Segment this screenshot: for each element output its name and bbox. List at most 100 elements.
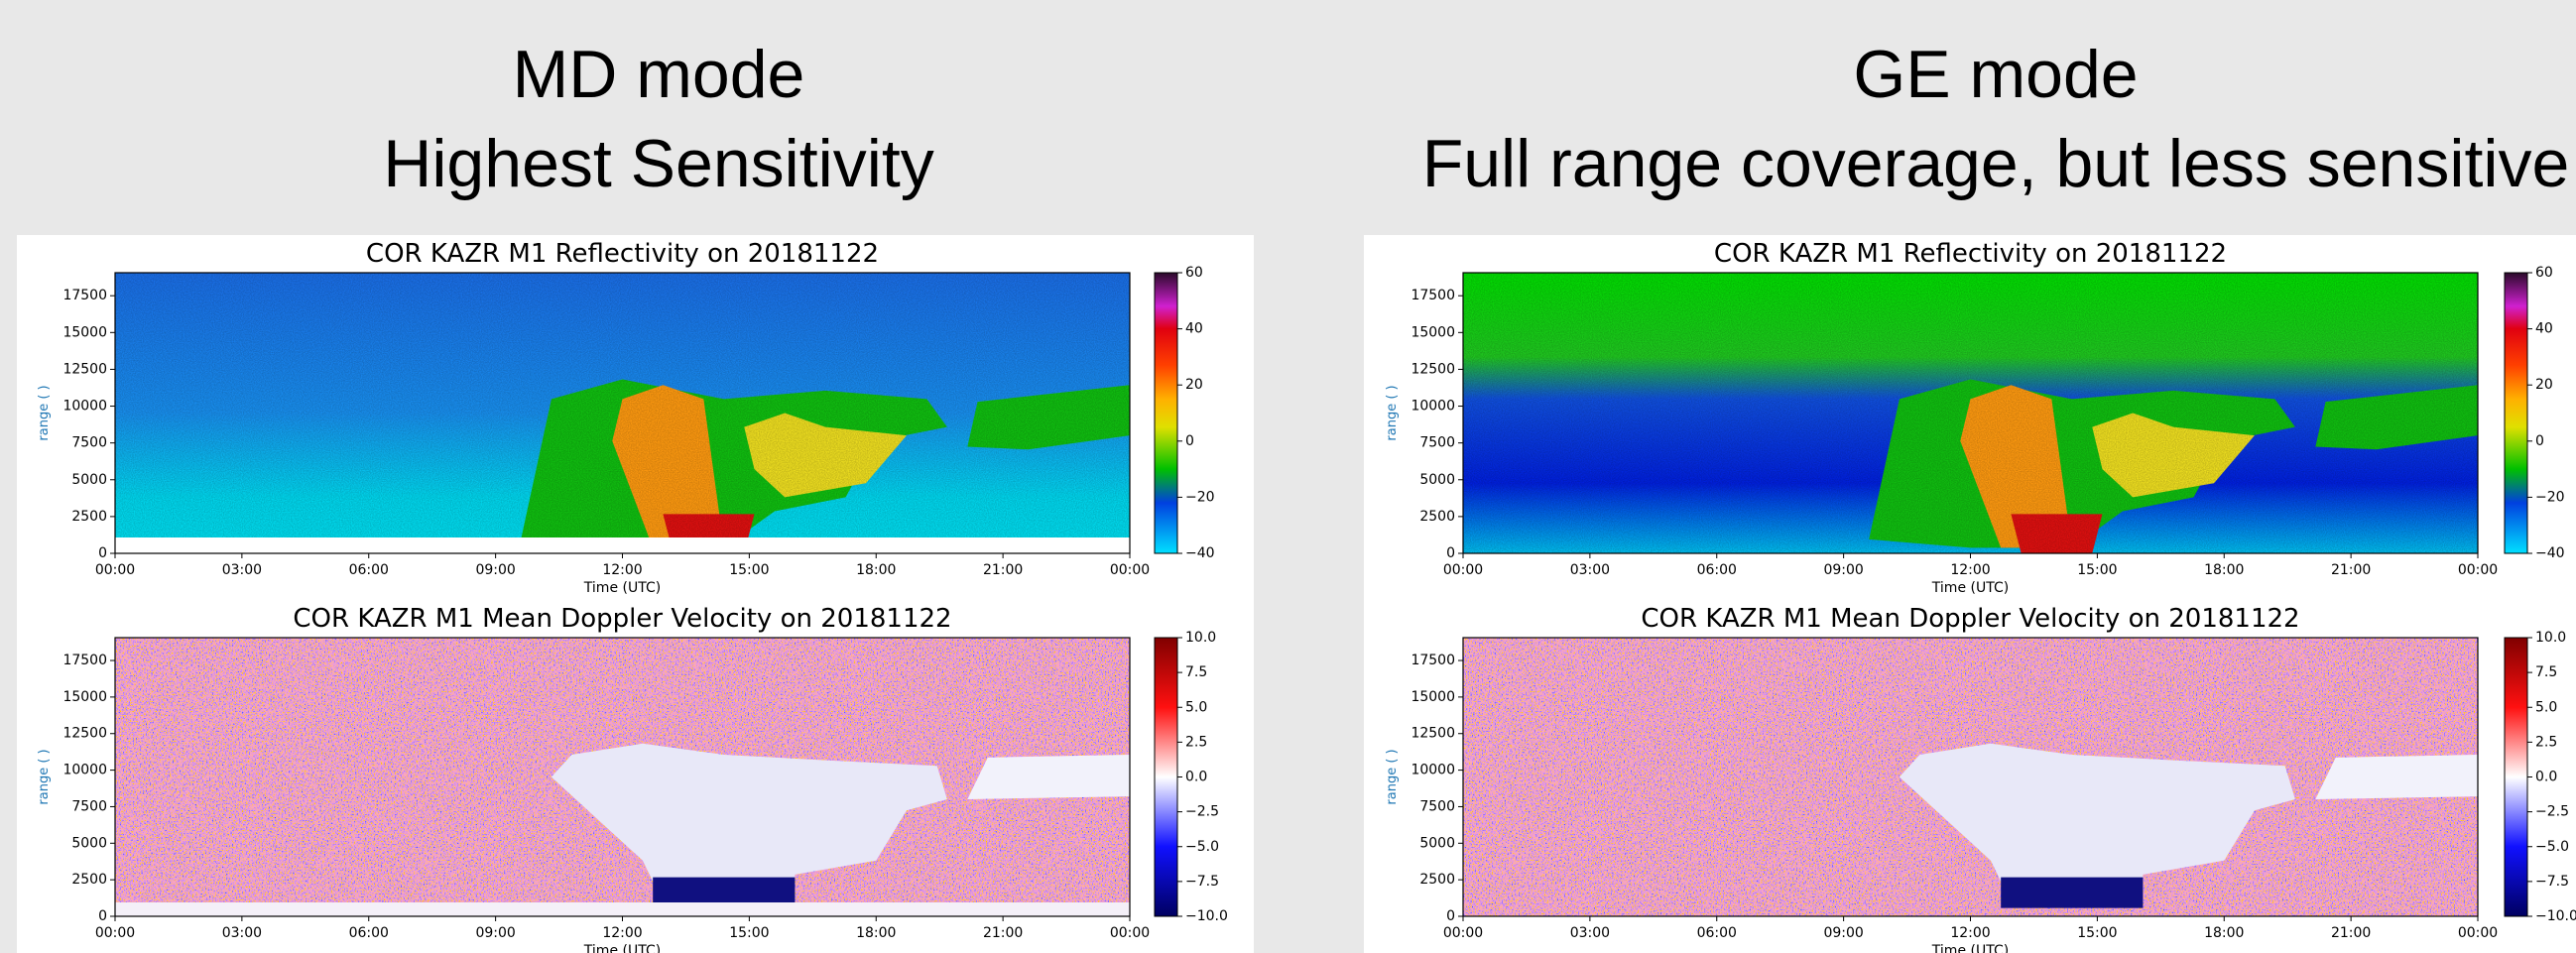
x-tick-label: 18:00 xyxy=(856,562,896,578)
x-tick-label: 06:00 xyxy=(349,925,389,941)
colorbar-tick-label: −5.0 xyxy=(2535,839,2569,855)
x-tick-label: 15:00 xyxy=(2077,925,2117,941)
y-tick-label: 5000 xyxy=(1419,835,1455,851)
x-tick-label: 06:00 xyxy=(1697,925,1737,941)
x-tick-label: 18:00 xyxy=(2204,925,2244,941)
colorbar-tick-label: 0 xyxy=(2535,433,2544,449)
y-tick-label: 17500 xyxy=(62,653,107,668)
colorbar-tick-label: −40 xyxy=(1185,545,1215,561)
colorbar-tick-label: 0.0 xyxy=(1185,770,1207,785)
y-tick-label: 15000 xyxy=(1411,689,1455,705)
heatmap xyxy=(115,638,1130,916)
y-tick-label: 10000 xyxy=(1411,763,1455,778)
x-tick-label: 15:00 xyxy=(2077,562,2117,578)
y-tick-label: 2500 xyxy=(71,872,107,888)
x-tick-label: 21:00 xyxy=(983,925,1023,941)
y-axis-label: range ( ) xyxy=(37,385,52,440)
y-tick-label: 7500 xyxy=(71,798,107,814)
colorbar-tick-label: 20 xyxy=(2535,377,2553,393)
x-tick-label: 06:00 xyxy=(349,562,389,578)
x-axis-label: Time (UTC) xyxy=(1931,943,2009,953)
heatmap-grain xyxy=(115,273,1130,553)
x-tick-label: 00:00 xyxy=(95,562,135,578)
y-axis-label: range ( ) xyxy=(37,749,52,804)
x-tick-label: 15:00 xyxy=(729,925,769,941)
y-axis-label: range ( ) xyxy=(1385,749,1400,804)
colorbar-tick-label: −7.5 xyxy=(1185,874,1219,890)
x-tick-label: 15:00 xyxy=(729,562,769,578)
plot: COR KAZR M1 Reflectivity on 20181122 0 250… xyxy=(37,239,1215,596)
colorbar xyxy=(1154,272,1178,554)
colorbar-tick-label: 40 xyxy=(2535,321,2553,337)
x-tick-label: 03:00 xyxy=(1570,562,1610,578)
y-tick-label: 0 xyxy=(1446,908,1455,924)
colorbar-tick-label: 10.0 xyxy=(2535,630,2566,646)
y-tick-label: 10000 xyxy=(62,763,107,778)
colorbar xyxy=(1154,637,1178,917)
x-axis-label: Time (UTC) xyxy=(583,580,661,596)
x-tick-label: 00:00 xyxy=(2458,562,2498,578)
y-tick-label: 5000 xyxy=(71,835,107,851)
x-tick-label: 09:00 xyxy=(475,562,515,578)
colorbar-tick-label: 60 xyxy=(1185,265,1203,281)
x-tick-label: 21:00 xyxy=(983,562,1023,578)
x-tick-label: 09:00 xyxy=(475,925,515,941)
panel-title: GE mode xyxy=(1853,37,2138,112)
colorbar-tick-label: −2.5 xyxy=(1185,804,1219,820)
y-tick-label: 7500 xyxy=(1419,435,1455,451)
cloud-region xyxy=(551,743,947,902)
colorbar-tick-label: −10.0 xyxy=(1185,908,1228,924)
x-tick-label: 03:00 xyxy=(222,925,262,941)
panel-subtitle: Highest Sensitivity xyxy=(383,126,934,201)
plot-title: COR KAZR M1 Reflectivity on 20181122 xyxy=(1714,239,2227,269)
colorbar-tick-label: −10.0 xyxy=(2535,908,2576,924)
y-tick-label: 7500 xyxy=(1419,798,1455,814)
y-tick-label: 17500 xyxy=(1411,288,1455,303)
colorbar-tick-label: 2.5 xyxy=(2535,734,2557,750)
y-tick-label: 17500 xyxy=(1411,653,1455,668)
y-tick-label: 2500 xyxy=(1419,509,1455,525)
x-tick-label: 00:00 xyxy=(1110,925,1150,941)
y-tick-label: 12500 xyxy=(62,726,107,742)
y-tick-label: 5000 xyxy=(71,472,107,488)
x-tick-label: 03:00 xyxy=(222,562,262,578)
colorbar-tick-label: 0.0 xyxy=(2535,770,2557,785)
x-tick-label: 09:00 xyxy=(1823,925,1863,941)
plot: COR KAZR M1 Mean Doppler Velocity on 201… xyxy=(1385,604,2576,953)
heatmap-grain xyxy=(1463,273,2478,553)
y-tick-label: 2500 xyxy=(71,509,107,525)
colorbar-tick-label: −2.5 xyxy=(2535,804,2569,820)
x-axis-label: Time (UTC) xyxy=(1931,580,2009,596)
x-tick-label: 21:00 xyxy=(2331,562,2371,578)
plot-title: COR KAZR M1 Reflectivity on 20181122 xyxy=(366,239,879,269)
y-tick-label: 15000 xyxy=(1411,324,1455,340)
x-tick-label: 09:00 xyxy=(1823,562,1863,578)
cloud-base xyxy=(2001,877,2144,908)
colorbar xyxy=(2504,272,2528,554)
panel-title: MD mode xyxy=(513,37,805,112)
plot-title: COR KAZR M1 Mean Doppler Velocity on 201… xyxy=(1641,604,2299,634)
x-tick-label: 00:00 xyxy=(1443,925,1483,941)
panel-subtitle: Full range coverage, but less sensitive xyxy=(1422,126,2570,201)
x-axis-label: Time (UTC) xyxy=(583,943,661,953)
colorbar-tick-label: 10.0 xyxy=(1185,630,1216,646)
x-tick-label: 00:00 xyxy=(1443,562,1483,578)
x-tick-label: 00:00 xyxy=(95,925,135,941)
y-tick-label: 12500 xyxy=(1411,361,1455,377)
heatmap xyxy=(1463,638,2478,916)
y-tick-label: 17500 xyxy=(62,288,107,303)
x-tick-label: 12:00 xyxy=(1950,925,1990,941)
heatmap-blank xyxy=(115,902,1130,916)
heatmap xyxy=(1463,273,2478,553)
x-tick-label: 12:00 xyxy=(1950,562,1990,578)
colorbar-tick-label: −20 xyxy=(2535,489,2565,505)
colorbar-tick-label: −20 xyxy=(1185,489,1215,505)
cloud-region xyxy=(967,755,1130,799)
y-tick-label: 12500 xyxy=(62,361,107,377)
y-tick-label: 10000 xyxy=(62,399,107,415)
y-tick-label: 0 xyxy=(98,908,107,924)
x-tick-label: 18:00 xyxy=(856,925,896,941)
x-tick-label: 00:00 xyxy=(2458,925,2498,941)
